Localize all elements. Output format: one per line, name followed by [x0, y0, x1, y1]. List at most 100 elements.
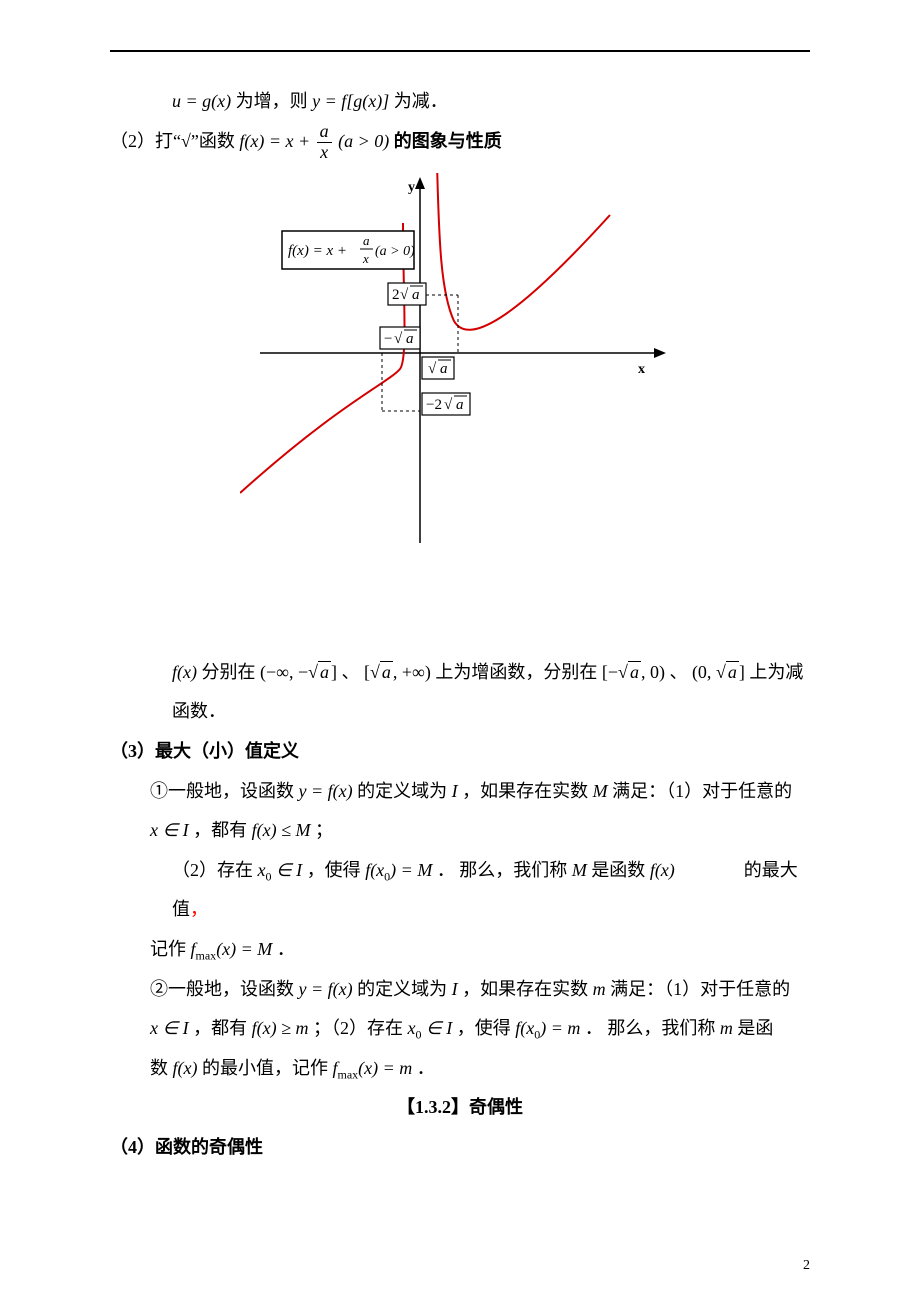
text: ，使得	[457, 1018, 516, 1038]
svg-text:√: √	[394, 331, 403, 347]
expr: f(x) ≥ m	[252, 1018, 309, 1038]
svg-text:−: −	[384, 331, 392, 347]
check-function-plot: y x f(x) = x + a x (a > 0)	[240, 173, 680, 593]
frac-num: a	[317, 122, 332, 143]
expr: f(x)	[650, 860, 675, 880]
svg-text:a: a	[406, 331, 414, 347]
expr: (x) = m	[358, 1058, 412, 1078]
expr-fx: f(x) = x +	[239, 131, 314, 151]
svg-text:(a > 0): (a > 0)	[375, 244, 415, 259]
text: ，使得	[307, 860, 366, 880]
cond-a-gt-0: (a > 0)	[338, 131, 389, 151]
sqrt-a: √a	[618, 653, 641, 693]
expr: ∈ I	[426, 1018, 452, 1038]
svg-text:a: a	[363, 233, 370, 248]
frac-den: x	[317, 143, 332, 163]
expr: ) = m	[540, 1018, 580, 1038]
expr: M	[593, 781, 608, 801]
text: 上为减	[749, 662, 803, 682]
expr: (x) = M	[216, 939, 272, 959]
expr: I	[452, 979, 458, 999]
expr: m	[720, 1018, 733, 1038]
expr: , 0)	[641, 662, 665, 682]
expr: ) = M	[390, 860, 432, 880]
header-rule	[110, 50, 810, 52]
text: ． 那么，我们称	[585, 1018, 720, 1038]
text: 函数．	[172, 701, 226, 721]
expr: f(x)	[172, 662, 197, 682]
expr-y-fgx: y = f[g(x)]	[312, 91, 389, 111]
curve-right-branch	[437, 173, 610, 330]
text: 分别在	[201, 662, 260, 682]
line-min-def-2: x ∈ I ，都有 f(x) ≥ m ；（2）存在 x0 ∈ I ，使得 f(x…	[110, 1009, 810, 1049]
frac-a-over-x: ax	[317, 122, 332, 163]
axis-x-label: x	[638, 362, 645, 377]
expr: (−∞, −	[260, 662, 308, 682]
text: ，都有	[193, 1018, 252, 1038]
figure-wrap: y x f(x) = x + a x (a > 0)	[110, 173, 810, 593]
text: 的定义域为	[357, 781, 452, 801]
sub: max	[196, 949, 217, 963]
line-min-def-3: 数 f(x) 的最小值，记作 fmax(x) = m ．	[110, 1049, 810, 1089]
expr-u-gx: u = g(x)	[172, 91, 231, 111]
svg-text:√: √	[400, 287, 409, 303]
spacer	[110, 603, 810, 653]
text: 满足：（1）对于任意的	[610, 979, 790, 999]
red-marker: ，	[190, 899, 208, 919]
page-number: 2	[803, 1251, 810, 1282]
text: 是函数	[591, 860, 650, 880]
svg-text:x: x	[362, 251, 369, 266]
sub: 0	[416, 1028, 422, 1042]
svg-text:√: √	[444, 397, 453, 413]
expr: x ∈ I	[150, 820, 189, 840]
expr: ]	[739, 662, 745, 682]
label-neg-sqrt-a: − √ a	[380, 327, 420, 349]
text: 数	[150, 1058, 173, 1078]
expr: ∈ I	[276, 860, 302, 880]
text: 记作	[150, 939, 191, 959]
sqrt-a: √a	[716, 653, 739, 693]
svg-text:a: a	[456, 397, 464, 413]
label-sqrt-a: √ a	[422, 357, 454, 379]
svg-text:−2: −2	[426, 397, 442, 413]
line-max-def-4: 记作 fmax(x) = M ．	[110, 930, 810, 970]
sqrt-a: √a	[370, 653, 393, 693]
text: ；	[315, 820, 333, 840]
formula-box: f(x) = x + a x (a > 0)	[282, 231, 415, 269]
text: （2）存在	[172, 860, 258, 880]
expr: , +∞)	[393, 662, 431, 682]
page: u = g(x) 为增，则 y = f[g(x)] 为减． （2）打“√”函数 …	[0, 0, 920, 1302]
text: 上为增函数，分别在	[435, 662, 602, 682]
sub: 0	[266, 869, 272, 883]
text: 、	[342, 662, 360, 682]
text: 的定义域为	[357, 979, 452, 999]
text: ，都有	[193, 820, 252, 840]
expr: f(x)	[173, 1058, 198, 1078]
heading-parity: （4）函数的奇偶性	[110, 1128, 810, 1168]
text: 是函	[737, 1018, 773, 1038]
svg-text:2: 2	[392, 287, 400, 303]
text: 为减．	[394, 91, 448, 111]
line-min-def-1: ②一般地，设函数 y = f(x) 的定义域为 I ，如果存在实数 m 满足：（…	[110, 970, 810, 1010]
expr: M	[572, 860, 587, 880]
text: ；（2）存在	[313, 1018, 408, 1038]
line-max-def-2: x ∈ I ，都有 f(x) ≤ M ；	[110, 811, 810, 851]
text: ．	[277, 939, 295, 959]
line-max-def-1: ①一般地，设函数 y = f(x) 的定义域为 I ，如果存在实数 M 满足：（…	[110, 772, 810, 812]
expr: m	[593, 979, 606, 999]
expr: I	[452, 781, 458, 801]
sub: max	[338, 1067, 359, 1081]
text: （2）打“√”函数	[110, 131, 239, 151]
line-max-def-3: （2）存在 x0 ∈ I ，使得 f(x0) = M ． 那么，我们称 M 是函…	[110, 851, 810, 930]
text: ②一般地，设函数	[150, 979, 299, 999]
svg-text:a: a	[412, 287, 420, 303]
text: 的图象与性质	[394, 131, 502, 151]
sqrt-a: √a	[308, 653, 331, 693]
expr: ]	[331, 662, 337, 682]
text: ．	[417, 1058, 435, 1078]
svg-text:f(x) = x +: f(x) = x +	[288, 243, 347, 259]
section-title-parity: 【1.3.2】奇偶性	[110, 1088, 810, 1128]
expr: x	[258, 860, 266, 880]
heading-max-min-def: （3）最大（小）值定义	[110, 732, 810, 772]
text: 、	[669, 662, 687, 682]
